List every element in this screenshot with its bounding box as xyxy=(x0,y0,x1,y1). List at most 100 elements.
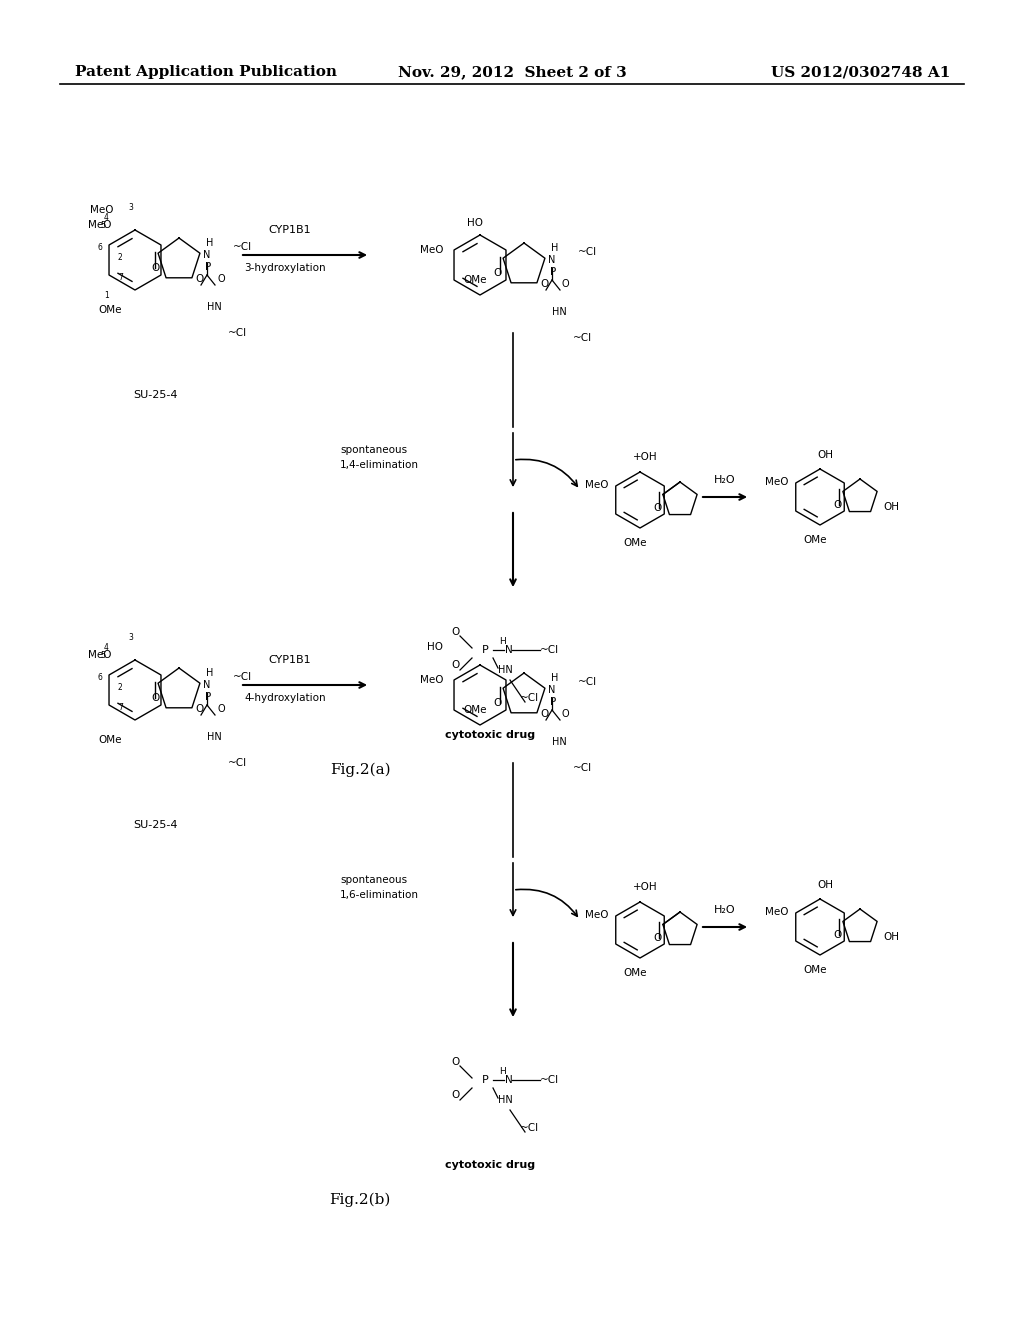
Text: MeO: MeO xyxy=(88,649,112,660)
Text: spontaneous: spontaneous xyxy=(340,445,408,455)
Text: OMe: OMe xyxy=(98,735,122,744)
Text: O: O xyxy=(451,1090,459,1100)
Text: ~Cl: ~Cl xyxy=(233,242,252,252)
Text: O: O xyxy=(562,709,569,719)
Text: P: P xyxy=(481,645,488,655)
Text: ~Cl: ~Cl xyxy=(540,645,559,655)
Text: O: O xyxy=(151,693,159,704)
Text: Fig.2(b): Fig.2(b) xyxy=(330,1193,391,1208)
Text: OH: OH xyxy=(883,932,899,942)
Text: H: H xyxy=(206,238,213,248)
Text: cytotoxic drug: cytotoxic drug xyxy=(445,1160,536,1170)
Text: O: O xyxy=(217,275,224,284)
Text: 4: 4 xyxy=(104,214,109,223)
Text: HN: HN xyxy=(498,665,513,675)
Text: N: N xyxy=(505,645,513,655)
Text: H: H xyxy=(206,668,213,678)
Text: H: H xyxy=(551,243,558,253)
Text: P: P xyxy=(205,692,211,702)
Text: HN: HN xyxy=(207,733,222,742)
Text: 3-hydroxylation: 3-hydroxylation xyxy=(244,263,326,273)
Text: OMe: OMe xyxy=(803,535,826,545)
Text: O: O xyxy=(195,275,203,284)
Text: HN: HN xyxy=(207,302,222,312)
Text: MeO: MeO xyxy=(765,907,788,917)
Text: H₂O: H₂O xyxy=(714,475,736,484)
Text: MeO: MeO xyxy=(420,246,443,255)
Text: P: P xyxy=(550,697,556,708)
Text: Patent Application Publication: Patent Application Publication xyxy=(75,65,337,79)
Text: ~Cl: ~Cl xyxy=(573,763,592,774)
Text: O: O xyxy=(654,933,663,942)
Text: Fig.2(a): Fig.2(a) xyxy=(330,763,390,777)
Text: spontaneous: spontaneous xyxy=(340,875,408,884)
Text: O: O xyxy=(451,1057,459,1067)
Text: ~Cl: ~Cl xyxy=(573,333,592,343)
Text: MeO: MeO xyxy=(585,909,608,920)
Text: O: O xyxy=(540,279,548,289)
Text: 5: 5 xyxy=(100,220,105,230)
Text: O: O xyxy=(540,709,548,719)
Text: O: O xyxy=(834,500,842,510)
Text: 7: 7 xyxy=(118,273,123,282)
Text: OH: OH xyxy=(817,880,833,890)
Text: 7: 7 xyxy=(118,704,123,713)
Text: 3: 3 xyxy=(128,203,133,213)
Text: HN: HN xyxy=(552,737,566,747)
Text: 5: 5 xyxy=(100,651,105,660)
Text: OMe: OMe xyxy=(463,705,486,715)
Text: ~Cl: ~Cl xyxy=(540,1074,559,1085)
Text: 6: 6 xyxy=(98,673,102,682)
Text: OH: OH xyxy=(883,502,899,512)
Text: OMe: OMe xyxy=(624,968,647,978)
Text: CYP1B1: CYP1B1 xyxy=(268,224,311,235)
Text: MeO: MeO xyxy=(90,205,114,215)
Text: N: N xyxy=(203,249,210,260)
Text: 4-hydroxylation: 4-hydroxylation xyxy=(244,693,326,704)
Text: MeO: MeO xyxy=(585,480,608,490)
Text: cytotoxic drug: cytotoxic drug xyxy=(445,730,536,741)
Text: 1,6-elimination: 1,6-elimination xyxy=(340,890,419,900)
Text: 6: 6 xyxy=(98,243,102,252)
Text: O: O xyxy=(494,698,502,708)
Text: MeO: MeO xyxy=(420,675,443,685)
Text: O: O xyxy=(217,704,224,714)
Text: 1,4-elimination: 1,4-elimination xyxy=(340,459,419,470)
Text: HN: HN xyxy=(552,308,566,317)
Text: CYP1B1: CYP1B1 xyxy=(268,655,311,665)
Text: O: O xyxy=(834,931,842,940)
Text: SU-25-4: SU-25-4 xyxy=(133,389,177,400)
Text: ~Cl: ~Cl xyxy=(228,758,247,768)
Text: OMe: OMe xyxy=(624,539,647,548)
Text: +OH: +OH xyxy=(633,451,657,462)
Text: P: P xyxy=(205,261,211,272)
Text: HN: HN xyxy=(498,1096,513,1105)
Text: O: O xyxy=(451,660,459,671)
Text: O: O xyxy=(451,627,459,638)
Text: P: P xyxy=(550,267,556,277)
Text: H: H xyxy=(499,1068,506,1077)
Text: O: O xyxy=(562,279,569,289)
Text: O: O xyxy=(654,503,663,513)
Text: HO: HO xyxy=(467,218,483,228)
Text: O: O xyxy=(494,268,502,279)
Text: N: N xyxy=(548,255,555,265)
Text: ~Cl: ~Cl xyxy=(520,1123,539,1133)
Text: OMe: OMe xyxy=(463,275,486,285)
Text: 2: 2 xyxy=(118,684,123,693)
Text: P: P xyxy=(481,1074,488,1085)
Text: 3: 3 xyxy=(128,634,133,643)
Text: ~Cl: ~Cl xyxy=(578,247,597,257)
Text: MeO: MeO xyxy=(88,220,112,230)
Text: ~Cl: ~Cl xyxy=(228,327,247,338)
Text: OMe: OMe xyxy=(98,305,122,315)
Text: US 2012/0302748 A1: US 2012/0302748 A1 xyxy=(771,65,950,79)
Text: 1: 1 xyxy=(104,290,109,300)
Text: N: N xyxy=(548,685,555,696)
Text: Nov. 29, 2012  Sheet 2 of 3: Nov. 29, 2012 Sheet 2 of 3 xyxy=(397,65,627,79)
Text: OMe: OMe xyxy=(803,965,826,975)
Text: 2: 2 xyxy=(118,253,123,263)
Text: OH: OH xyxy=(817,450,833,459)
Text: ~Cl: ~Cl xyxy=(520,693,539,704)
Text: SU-25-4: SU-25-4 xyxy=(133,820,177,830)
